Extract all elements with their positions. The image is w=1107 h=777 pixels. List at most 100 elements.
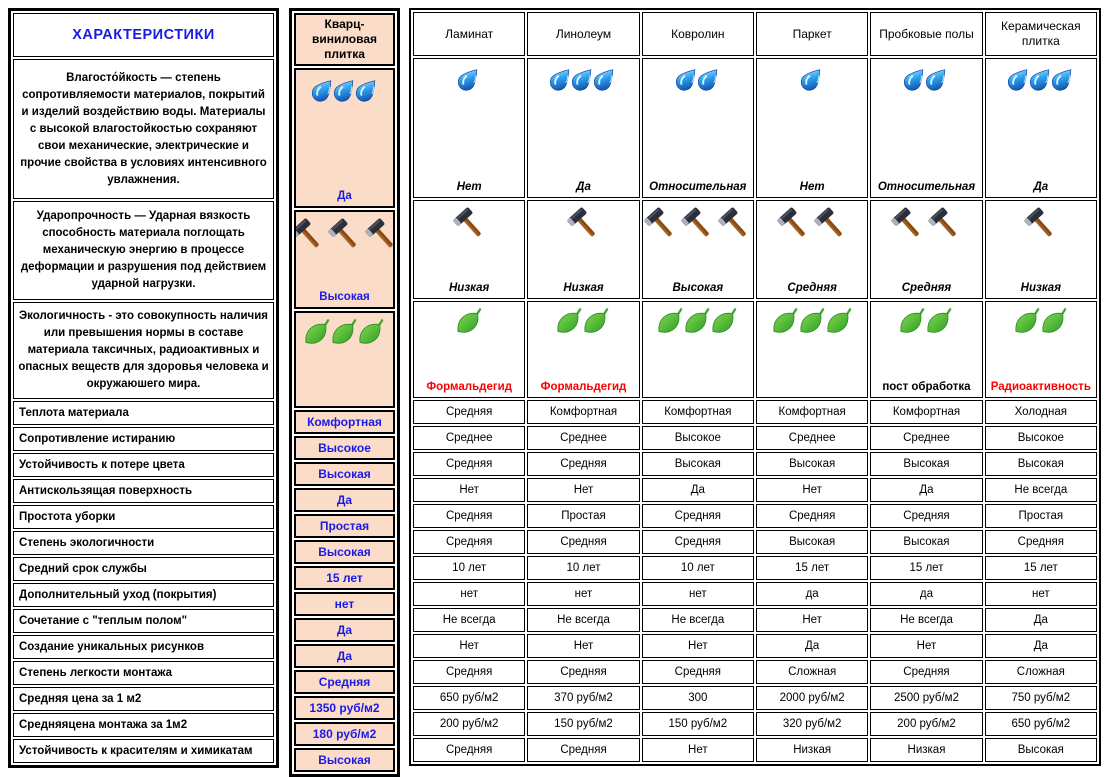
eco-friendliness-rating-label: Формальдегид: [426, 381, 513, 393]
impact-strength-col6: Низкая: [984, 200, 1097, 299]
drop-icon-strip: [671, 63, 725, 95]
leaf-icon-strip: [304, 318, 385, 348]
value-2-col6: Высокая: [984, 452, 1097, 476]
eco-friendliness-col4: [755, 301, 869, 398]
drop-icon: [453, 63, 485, 95]
column-header-4: Паркет: [755, 12, 869, 56]
row-label-8: Сочетание с "теплым полом": [13, 609, 274, 633]
eco-friendliness-cell: Формальдегид: [414, 302, 524, 397]
moisture-resistance-col6: Да: [984, 58, 1097, 198]
eco-friendliness-rating-label: Радиоактивность: [990, 381, 1091, 393]
row-label-2: Устойчивость к потере цвета: [13, 453, 274, 477]
eco-friendliness-col2: Формальдегид: [527, 301, 640, 398]
hammer-icon-strip: [1022, 206, 1059, 243]
value-quartz-9: Да: [294, 644, 395, 668]
characteristics-column: ХАРАКТЕРИСТИКИ Влагосто́йкость — степень …: [8, 8, 279, 768]
value-9-col2: Нет: [527, 634, 640, 658]
hammer-icon-strip: [296, 217, 393, 254]
value-2-col1: Средняя: [413, 452, 526, 476]
value-8-col4: Нет: [755, 608, 869, 632]
characteristics-title: ХАРАКТЕРИСТИКИ: [13, 13, 274, 57]
value-1-col1: Среднее: [413, 426, 526, 450]
value-0-col1: Средняя: [413, 400, 526, 424]
value-1-col6: Высокое: [984, 426, 1097, 450]
impact-strength-cell: Низкая: [414, 201, 524, 298]
moisture-resistance-rating-label: Относительная: [877, 181, 976, 193]
value-2-col5: Высокая: [870, 452, 983, 476]
impact-strength-description: Ударопрочность — Ударная вязкость способ…: [13, 201, 274, 300]
value-10-col6: Сложная: [984, 660, 1097, 684]
leaf-icon: [711, 307, 737, 334]
moisture-resistance-rating-label: Относительная: [649, 181, 747, 193]
value-3-col4: Нет: [755, 478, 869, 502]
value-1-col4: Среднее: [755, 426, 869, 450]
value-quartz-2: Высокая: [294, 462, 395, 486]
impact-strength-rating-label: Средняя: [901, 282, 952, 294]
value-6-col3: 10 лет: [641, 556, 754, 580]
value-1-col2: Среднее: [527, 426, 640, 450]
value-13-col4: Низкая: [755, 738, 869, 762]
row-label-5: Степень экологичности: [13, 531, 274, 555]
row-label-10: Степень легкости монтажа: [13, 661, 274, 685]
value-7-col6: нет: [984, 582, 1097, 606]
value-7-col2: нет: [527, 582, 640, 606]
value-quartz-12: 180 руб/м2: [294, 722, 395, 746]
value-9-col4: Да: [755, 634, 869, 658]
value-8-col3: Не всегда: [641, 608, 754, 632]
drop-icon: [922, 63, 953, 95]
leaf-icon: [456, 307, 482, 334]
drop-icon: [693, 63, 725, 95]
eco-friendliness-col3: [641, 301, 754, 398]
value-11-col6: 750 руб/м2: [984, 686, 1097, 710]
leaf-icon: [584, 307, 609, 334]
value-5-col4: Высокая: [755, 530, 869, 554]
value-8-col1: Не всегда: [413, 608, 526, 632]
eco-friendliness-description: Экологичность - это совокупность наличия…: [13, 302, 274, 399]
value-quartz-5: Высокая: [294, 540, 395, 564]
impact-strength-col4: Средняя: [755, 200, 869, 299]
value-13-col3: Нет: [641, 738, 754, 762]
value-9-col5: Нет: [870, 634, 983, 658]
drop-icon: [351, 74, 382, 106]
value-quartz-7: нет: [294, 592, 395, 616]
moisture-resistance-cell: Относительная: [643, 59, 753, 197]
value-0-col6: Холодная: [984, 400, 1097, 424]
value-3-col3: Да: [641, 478, 754, 502]
value-7-col5: да: [870, 582, 983, 606]
quartz-vinyl-column: Кварц-виниловая плитка Да Высокая Комфортна…: [289, 8, 400, 777]
moisture-resistance-col2: Да: [527, 58, 640, 198]
leaf-icon-strip: [1014, 307, 1068, 337]
row-label-6: Средний срок службы: [13, 557, 274, 581]
eco-friendliness-col5: пост обработка: [870, 301, 983, 398]
value-10-col1: Средняя: [413, 660, 526, 684]
moisture-resistance-rating-label: Нет: [456, 181, 482, 193]
value-13-col6: Высокая: [984, 738, 1097, 762]
leaf-icon-strip: [657, 307, 738, 337]
value-quartz-6: 15 лет: [294, 566, 395, 590]
eco-friendliness-col1: Формальдегид: [413, 301, 526, 398]
hammer-icon: [891, 206, 926, 243]
value-12-col1: 200 руб/м2: [413, 712, 526, 736]
impact-strength-col2: Низкая: [527, 200, 640, 299]
value-2-col4: Высокая: [755, 452, 869, 476]
drop-icon: [590, 63, 621, 95]
value-13-col2: Средняя: [527, 738, 640, 762]
value-quartz-0: Комфортная: [294, 410, 395, 434]
value-2-col3: Высокая: [641, 452, 754, 476]
impact-strength-col1: Низкая: [413, 200, 526, 299]
value-3-col5: Да: [870, 478, 983, 502]
drop-icon: [1047, 63, 1079, 95]
eco-friendliness-cell: Радиоактивность: [986, 302, 1096, 397]
impact-strength-cell: Низкая: [986, 201, 1096, 298]
value-8-col5: Не всегда: [870, 608, 983, 632]
hammer-icon: [1023, 206, 1059, 243]
column-header-5: Пробковые полы: [870, 12, 983, 56]
value-quartz-13: Высокая: [294, 748, 395, 772]
value-11-col2: 370 руб/м2: [527, 686, 640, 710]
value-7-col1: нет: [413, 582, 526, 606]
eco-friendliness-quartz: [294, 311, 395, 408]
value-6-col5: 15 лет: [870, 556, 983, 580]
value-5-col2: Средняя: [527, 530, 640, 554]
row-label-12: Средняяцена монтажа за 1м2: [13, 713, 274, 737]
leaf-icon-strip: [456, 307, 483, 337]
